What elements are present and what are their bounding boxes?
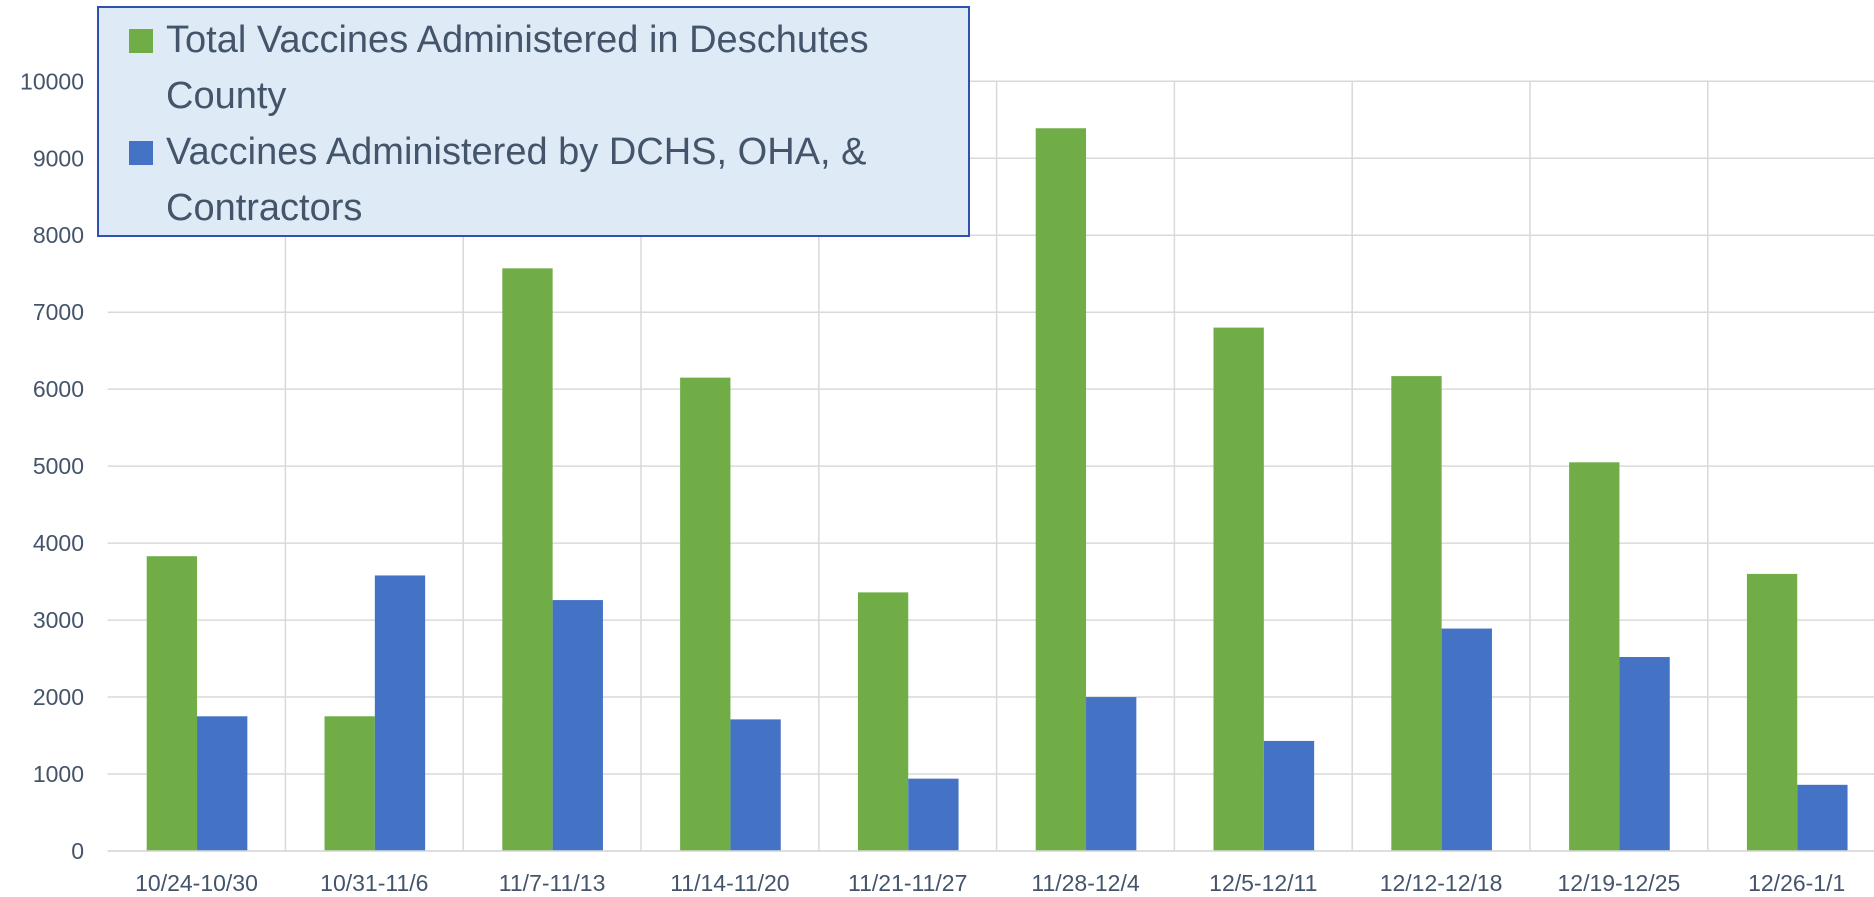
y-tick-label: 7000 <box>33 299 84 325</box>
y-tick-label: 2000 <box>33 684 84 710</box>
x-tick-label: 11/7-11/13 <box>499 870 606 896</box>
bar <box>1035 128 1087 851</box>
bar <box>680 377 731 851</box>
bar <box>552 600 603 851</box>
x-tick-label: 11/14-11/20 <box>670 870 789 896</box>
bar <box>857 592 909 851</box>
y-tick-label: 5000 <box>33 453 84 479</box>
legend-entry: Vaccines Administered by DCHS, OHA, & Co… <box>129 124 958 236</box>
x-tick-label: 10/24-10/30 <box>135 870 258 896</box>
legend-label: Total Vaccines Administered in Deschutes… <box>166 19 869 117</box>
legend-swatch <box>129 141 153 165</box>
x-tick-label: 11/28-12/4 <box>1031 870 1139 896</box>
bar <box>1213 327 1264 851</box>
y-tick-label: 1000 <box>33 761 84 787</box>
bar <box>1441 628 1492 851</box>
bar <box>1619 657 1670 851</box>
y-tick-label: 6000 <box>33 376 84 402</box>
legend-swatch <box>129 29 153 53</box>
x-tick-label: 12/5-12/11 <box>1209 870 1317 896</box>
bar <box>1746 573 1798 851</box>
x-tick-label: 10/31-11/6 <box>320 870 428 896</box>
bar <box>197 716 248 851</box>
bar <box>1263 740 1315 851</box>
y-tick-label: 4000 <box>33 530 84 556</box>
legend-entry: Total Vaccines Administered in Deschutes… <box>129 12 958 124</box>
legend: Total Vaccines Administered in Deschutes… <box>97 6 970 237</box>
bar <box>146 556 198 851</box>
y-tick-label: 8000 <box>33 222 84 248</box>
bar <box>1391 376 1442 851</box>
bar <box>1086 697 1137 851</box>
y-tick-label: 3000 <box>33 607 84 633</box>
bar <box>324 716 375 851</box>
bar <box>730 719 781 851</box>
bar <box>374 575 426 851</box>
x-tick-label: 12/26-1/1 <box>1748 870 1845 896</box>
legend-label: Vaccines Administered by DCHS, OHA, & Co… <box>166 131 867 229</box>
bar <box>908 778 959 851</box>
y-tick-label: 9000 <box>33 145 84 171</box>
bar <box>1797 784 1848 851</box>
y-tick-label: 10000 <box>20 68 84 94</box>
bar <box>502 268 553 851</box>
x-tick-label: 11/21-11/27 <box>848 870 967 896</box>
y-tick-label: 0 <box>71 838 84 864</box>
x-tick-label: 12/19-12/25 <box>1558 870 1681 896</box>
x-tick-label: 12/12-12/18 <box>1380 870 1503 896</box>
bar <box>1569 462 1620 851</box>
